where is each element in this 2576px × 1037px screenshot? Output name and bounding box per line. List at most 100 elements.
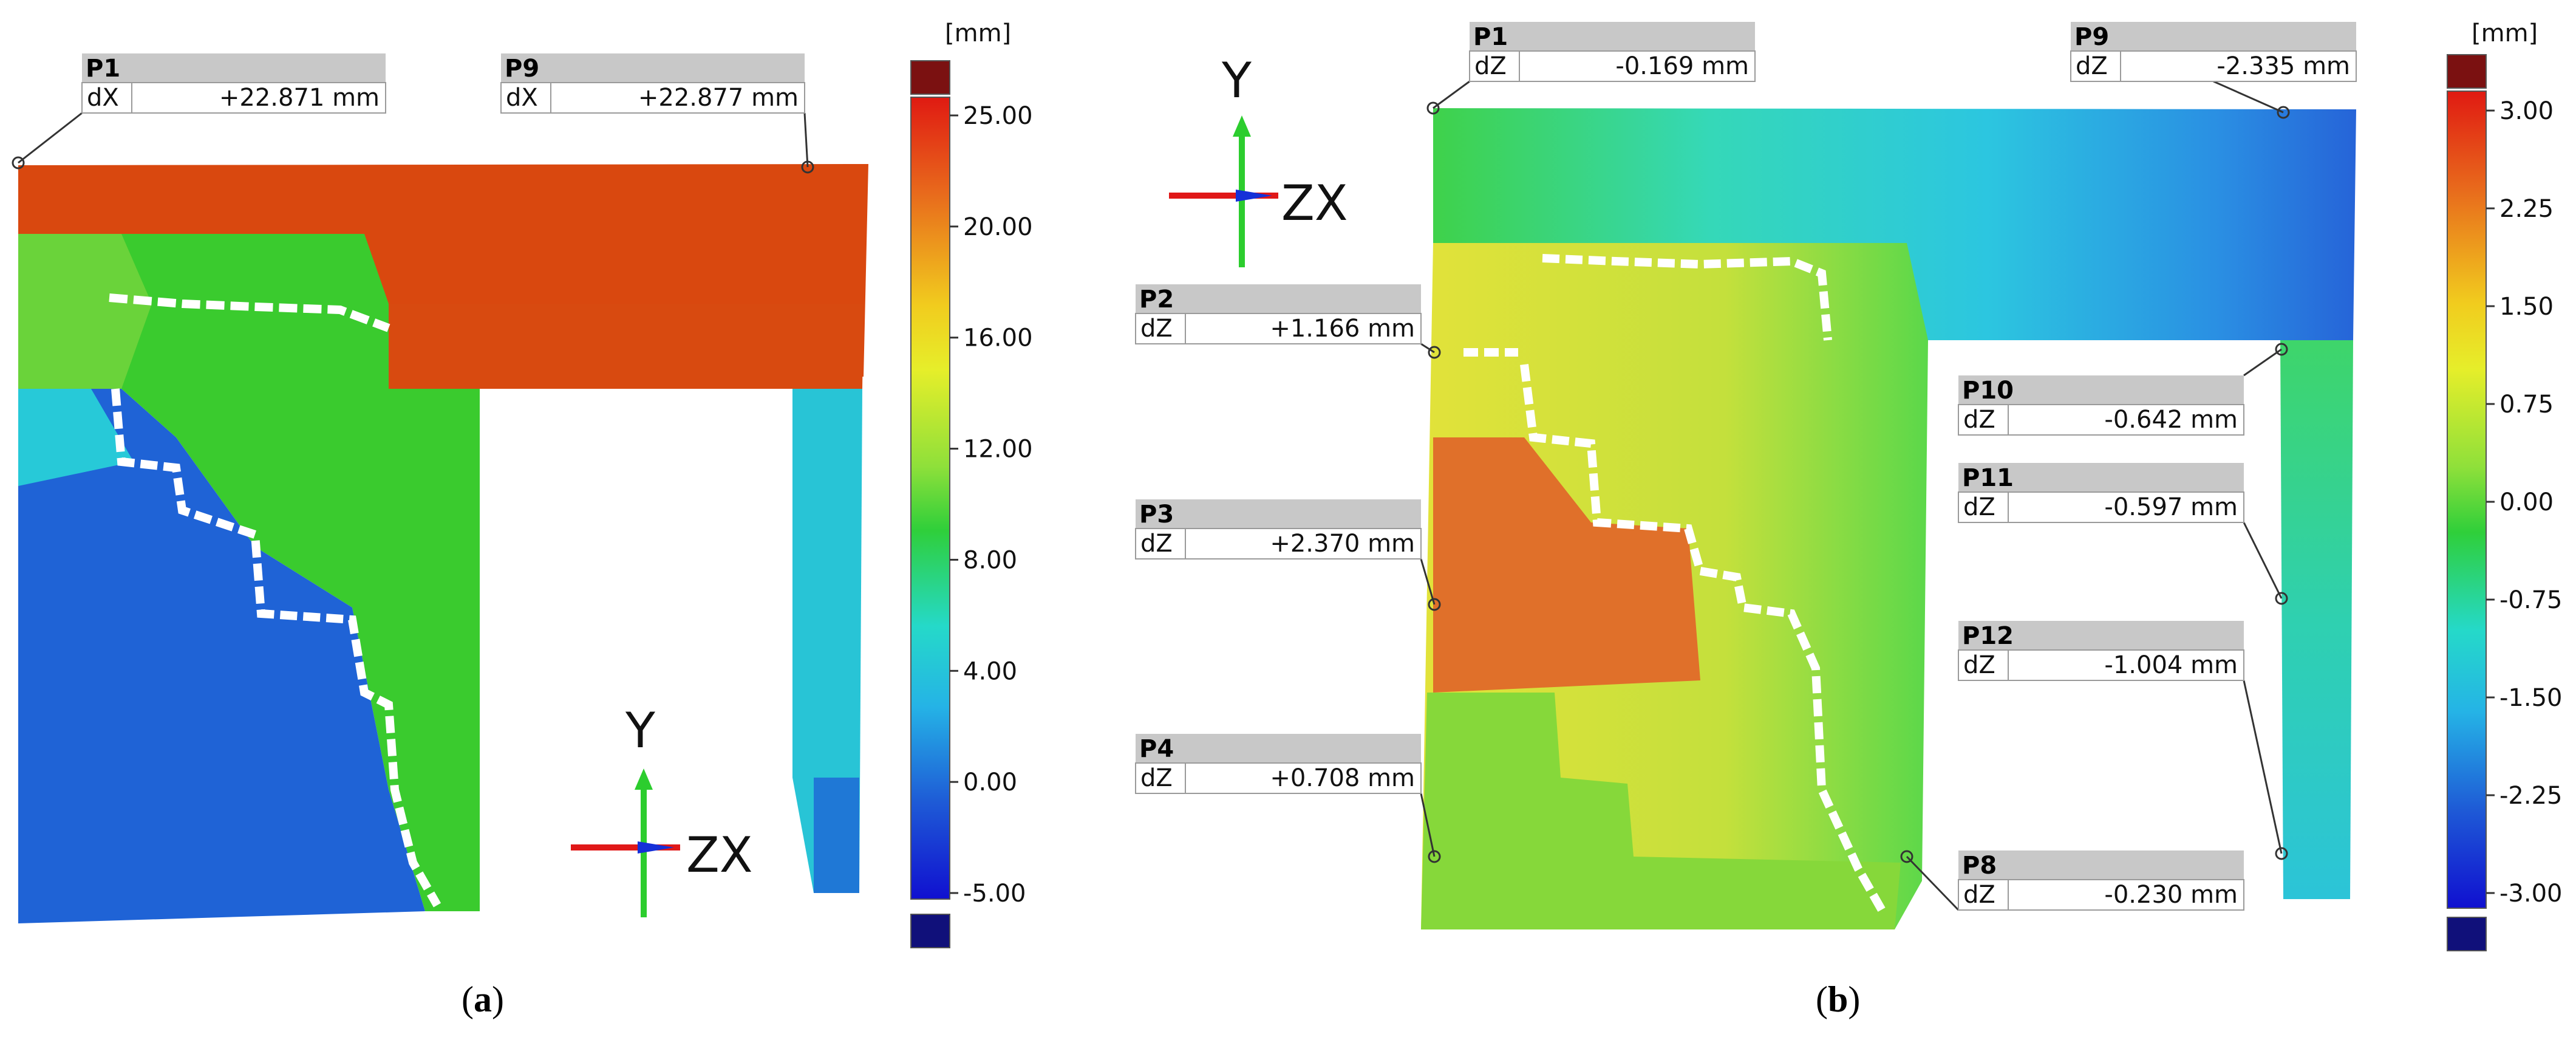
point-name: P10 <box>1962 377 2014 405</box>
label-body <box>1135 528 1422 560</box>
panel-b-axes: Y ZX <box>1169 52 1348 267</box>
component-label: dZ <box>1963 406 1995 434</box>
panel-a-scale-top <box>910 60 950 95</box>
measure-point-marker <box>1428 850 1441 863</box>
component-label: dZ <box>1474 52 1507 80</box>
component-label: dZ <box>1963 881 1995 909</box>
leader-line <box>2243 522 2283 599</box>
component-label: dX <box>506 84 538 112</box>
panel-b-axis-y-label: Y <box>1221 52 1252 109</box>
panel-b-scale-bar <box>2447 91 2487 909</box>
leader-line <box>1420 793 1436 857</box>
panel-a-cyan-corner <box>18 389 134 486</box>
measure-value: -0.642 mm <box>2104 406 2238 434</box>
leader-line <box>1906 855 1960 911</box>
panel-a-scale-tick-label: 20.00 <box>963 213 1033 241</box>
leader-line <box>803 112 809 168</box>
panel-a-scale-tick-label: 8.00 <box>963 546 1017 574</box>
label-header <box>501 53 805 83</box>
point-name: P12 <box>1962 622 2014 650</box>
measure-point-marker <box>2277 106 2290 119</box>
measure-point-marker <box>12 156 25 169</box>
label-header <box>82 53 386 83</box>
panel-b-scale-tick-label: -3.00 <box>2499 880 2563 908</box>
measure-point-marker <box>1900 850 1913 863</box>
label-body <box>500 82 805 114</box>
label-body <box>1958 879 2244 911</box>
panel-b-axis-origin <box>1236 190 1272 202</box>
label-header <box>1958 375 2244 405</box>
panel-a-axis-zx-label: ZX <box>686 827 753 883</box>
leader-line <box>2243 348 2282 377</box>
panel-b-unit: [mm] <box>2472 19 2538 47</box>
measure-point-marker <box>1426 101 1440 115</box>
component-label: dZ <box>1963 493 1995 521</box>
panel-a-color-scale: [mm] 25.00 20.00 16.00 12.00 8.00 4.00 0.00 -5.… <box>910 19 1033 948</box>
panel-a-surface <box>18 164 868 936</box>
panel-b-scale-tick-label: -0.75 <box>2499 586 2563 614</box>
label-body <box>1958 491 2244 523</box>
component-label: dZ <box>1140 315 1173 343</box>
component-label: dZ <box>1963 651 1995 679</box>
panel-b-right-strip <box>2280 340 2353 899</box>
component-label: dZ <box>2076 52 2108 80</box>
point-name: P9 <box>2074 23 2109 51</box>
measure-point-marker <box>2275 343 2288 356</box>
point-name: P11 <box>1962 464 2014 492</box>
point-name: P8 <box>1962 852 1997 880</box>
label-header <box>1958 463 2244 492</box>
label-body <box>1469 50 1756 82</box>
panel-a-axis-y-arrow <box>635 768 653 790</box>
component-label: dZ <box>1140 764 1173 792</box>
panel-a-band-right <box>389 304 864 389</box>
panel-b-scale-tick-label: 0.75 <box>2499 391 2554 419</box>
point-name: P4 <box>1139 735 1174 763</box>
label-body <box>81 82 386 114</box>
panel-b-axis-zx-label: ZX <box>1281 175 1348 231</box>
panel-a-axes: Y ZX <box>571 702 753 917</box>
label-header <box>1136 734 1421 763</box>
panel-a-unit: [mm] <box>945 19 1011 47</box>
measure-value: -0.169 mm <box>1615 52 1749 80</box>
label-header <box>1136 499 1421 529</box>
panel-a-scale-tick-label: 25.00 <box>963 102 1033 130</box>
label-body <box>2070 50 2357 82</box>
measure-point-marker <box>2275 847 2288 860</box>
point-name: P1 <box>1473 23 1508 51</box>
panel-b-scale-tick-label: 2.25 <box>2499 195 2554 223</box>
label-body <box>1135 762 1422 794</box>
point-name: P9 <box>505 55 539 83</box>
panel-b-scale-tick-label: 3.00 <box>2499 97 2554 125</box>
panel-b-scale-top <box>2447 54 2487 89</box>
label-body <box>1958 649 2244 681</box>
label-header <box>1136 284 1421 313</box>
label-header <box>1470 22 1755 51</box>
panel-b: [mm] 3.00 2.25 1.50 0.75 0.00 -0.75 -1.50 -2.25… <box>1135 19 2563 1019</box>
label-header <box>1958 850 2244 880</box>
panel-a-scale-bar <box>910 97 950 900</box>
label-header <box>2071 22 2356 51</box>
component-label: dX <box>87 84 119 112</box>
point-name: P1 <box>86 55 120 83</box>
panel-a-gap-stair <box>111 388 441 908</box>
measure-point-marker <box>801 160 814 174</box>
panel-a-scale-bottom <box>910 914 950 948</box>
measure-value: -0.230 mm <box>2104 881 2238 909</box>
leader-line <box>1433 80 1470 109</box>
panel-b-caption: (b) <box>1816 979 1860 1019</box>
panel-b-gap-stair <box>1520 364 1887 914</box>
measure-point-marker <box>2275 592 2288 605</box>
panel-b-green-steps <box>1421 693 1901 929</box>
label-header <box>1958 621 2244 650</box>
panel-b-scale-tick-label: 1.50 <box>2499 293 2554 321</box>
panel-b-color-scale: [mm] 3.00 2.25 1.50 0.75 0.00 -0.75 -1.50 -2.25… <box>2447 19 2563 951</box>
panel-a-axis-y-label: Y <box>625 702 656 759</box>
